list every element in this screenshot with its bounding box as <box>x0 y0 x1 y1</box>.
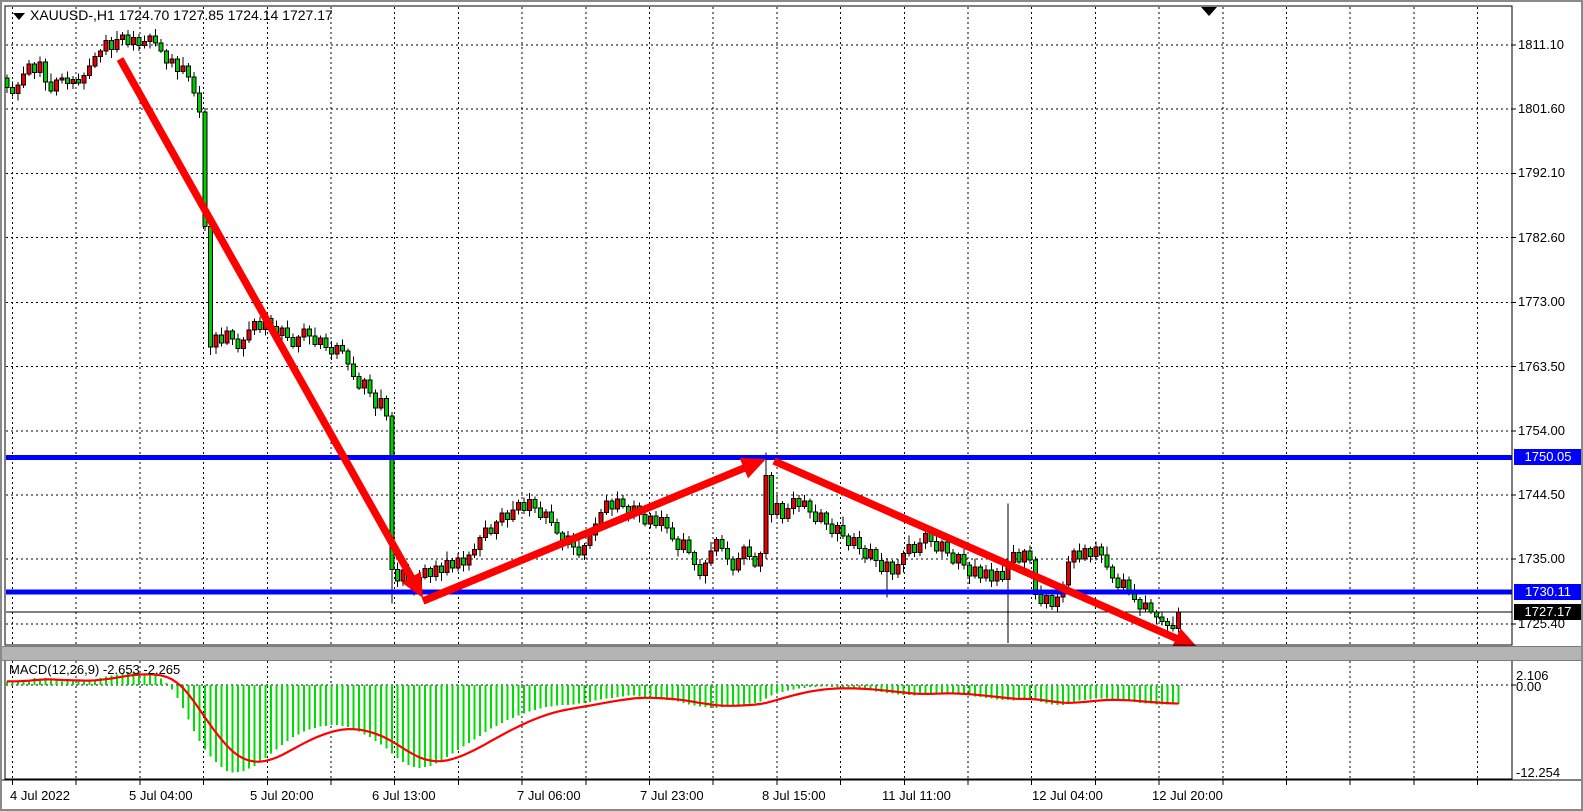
macd-indicator-label: MACD(12,26,9) -2.653 -2.265 <box>9 662 181 677</box>
symbol-dropdown-icon[interactable] <box>13 13 25 20</box>
level-lines <box>6 454 1512 613</box>
pane-borders <box>2 5 1581 781</box>
macd-signal-line <box>6 673 1179 763</box>
macd-max-label: 2.106 <box>1516 668 1549 683</box>
chart-title-ohlc: XAUUSD-,H1 1724.70 1727.85 1724.14 1727.… <box>30 7 333 23</box>
price-tick-label: 1744.50 <box>1518 487 1565 502</box>
time-tick-label: 6 Jul 13:00 <box>372 788 436 803</box>
time-tick-label: 12 Jul 04:00 <box>1032 788 1103 803</box>
price-tick-label: 1773.00 <box>1518 294 1565 309</box>
time-tick-label: 5 Jul 20:00 <box>250 788 314 803</box>
macd-min-label: -12.254 <box>1516 765 1561 780</box>
grid-lines <box>6 7 1512 785</box>
price-tick-label: 1763.50 <box>1518 359 1565 374</box>
time-tick-label: 7 Jul 23:00 <box>640 788 704 803</box>
price-tick-label: 1792.10 <box>1518 165 1565 180</box>
time-tick-label: 12 Jul 20:00 <box>1152 788 1223 803</box>
time-tick-label: 4 Jul 2022 <box>10 788 70 803</box>
time-tick-label: 7 Jul 06:00 <box>517 788 581 803</box>
price-tick-label: 1735.00 <box>1518 551 1565 566</box>
price-tick-label: 1725.40 <box>1518 616 1565 631</box>
pane-splitter[interactable] <box>2 646 1581 661</box>
price-tick-label: 1801.60 <box>1518 101 1565 116</box>
time-tick-label: 5 Jul 04:00 <box>129 788 193 803</box>
level-price-badge-resistance: 1750.05 <box>1514 449 1581 465</box>
level-price-badge-support: 1730.11 <box>1514 584 1581 600</box>
macd-zero-label: 0.00 <box>1516 679 1542 694</box>
time-tick-label: 11 Jul 11:00 <box>882 788 951 803</box>
price-tick-label: 1811.10 <box>1518 37 1565 52</box>
candlesticks <box>4 28 1181 643</box>
chart-shift-marker-icon[interactable] <box>1201 7 1217 16</box>
last-price-badge: 1727.17 <box>1514 604 1581 620</box>
time-tick-label: 8 Jul 15:00 <box>762 788 826 803</box>
price-tick-label: 1754.00 <box>1518 423 1565 438</box>
price-tick-label: 1782.60 <box>1518 230 1565 245</box>
trend-arrows <box>116 57 1198 649</box>
